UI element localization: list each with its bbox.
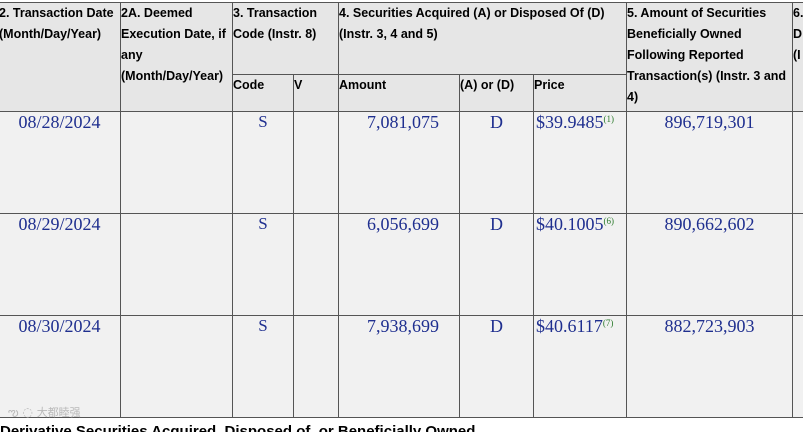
v-cell <box>293 213 339 316</box>
transaction-date-cell: 08/28/2024 <box>0 111 121 214</box>
deemed-date-cell <box>120 315 233 418</box>
a-or-d-cell: D <box>459 213 534 316</box>
ownership-form-cell <box>792 111 803 214</box>
watermark: ఌ ◌ 大都睦强 <box>8 404 81 422</box>
price-cell: $39.9485(1) <box>533 111 627 214</box>
header-deemed-execution-date: 2A. Deemed Execution Date, if any (Month… <box>120 2 233 112</box>
owned-following-cell: 896,719,301 <box>626 111 793 214</box>
watermark-text: 大都睦强 <box>36 406 81 419</box>
v-cell <box>293 111 339 214</box>
footnote-link[interactable]: (7) <box>602 318 614 328</box>
header-amount-owned-following: 5. Amount of Securities Beneficially Own… <box>626 2 793 112</box>
ownership-form-cell <box>792 315 803 418</box>
price-value: $39.9485 <box>536 112 604 132</box>
price-cell: $40.1005(6) <box>533 213 627 316</box>
watermark-logo-icon: ఌ ◌ <box>8 405 37 419</box>
price-value: $40.1005 <box>536 214 604 234</box>
non-derivative-table: 2. Transaction Date (Month/Day/Year) 2A.… <box>0 2 803 418</box>
table-row: 08/28/2024 S 7,081,075 D $39.9485(1) 896… <box>0 111 803 214</box>
subheader-price: Price <box>533 74 627 112</box>
next-section-title: Derivative Securities Acquired, Disposed… <box>0 423 476 432</box>
footnote-link[interactable]: (1) <box>603 114 615 124</box>
owned-following-cell: 882,723,903 <box>626 315 793 418</box>
amount-cell: 6,056,699 <box>338 213 460 316</box>
transaction-code-cell: S <box>232 315 294 418</box>
subheader-v: V <box>293 74 339 112</box>
ownership-form-cell <box>792 213 803 316</box>
header-transaction-date: 2. Transaction Date (Month/Day/Year) <box>0 2 121 112</box>
footnote-link[interactable]: (6) <box>603 216 615 226</box>
transaction-code-cell: S <box>232 111 294 214</box>
price-value: $40.6117 <box>536 316 603 336</box>
owned-following-cell: 890,662,602 <box>626 213 793 316</box>
transaction-date-cell: 08/29/2024 <box>0 213 121 316</box>
amount-cell: 7,081,075 <box>338 111 460 214</box>
transaction-date-cell: 08/30/2024 <box>0 315 121 418</box>
deemed-date-cell <box>120 111 233 214</box>
deemed-date-cell <box>120 213 233 316</box>
header-transaction-code: 3. Transaction Code (Instr. 8) <box>232 2 339 75</box>
subheader-code: Code <box>232 74 294 112</box>
a-or-d-cell: D <box>459 315 534 418</box>
table-row: 08/29/2024 S 6,056,699 D $40.1005(6) 890… <box>0 213 803 316</box>
a-or-d-cell: D <box>459 111 534 214</box>
price-cell: $40.6117(7) <box>533 315 627 418</box>
v-cell <box>293 315 339 418</box>
header-securities-acquired-disposed: 4. Securities Acquired (A) or Disposed O… <box>338 2 627 75</box>
amount-cell: 7,938,699 <box>338 315 460 418</box>
transaction-code-cell: S <box>232 213 294 316</box>
subheader-a-or-d: (A) or (D) <box>459 74 534 112</box>
table-row: 08/30/2024 S 7,938,699 D $40.6117(7) 882… <box>0 315 803 418</box>
subheader-amount: Amount <box>338 74 460 112</box>
header-ownership-form: 6. D (I <box>792 2 803 112</box>
